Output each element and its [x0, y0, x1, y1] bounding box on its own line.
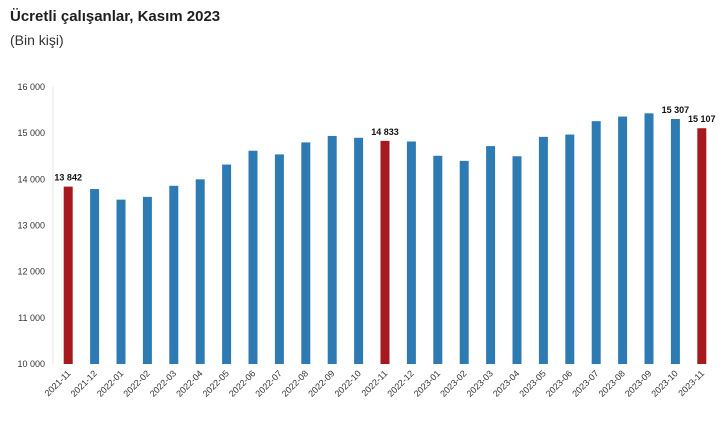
x-tick-label-2023-07: 2023-07 [570, 368, 600, 398]
x-tick-label-2022-12: 2022-12 [385, 368, 415, 398]
x-tick-label-2022-02: 2022-02 [121, 368, 151, 398]
chart-title: Ücretli çalışanlar, Kasım 2023 [10, 8, 221, 25]
x-tick-label-2022-04: 2022-04 [174, 368, 204, 398]
x-tick-label-2022-05: 2022-05 [201, 368, 231, 398]
x-tick-label-2023-04: 2023-04 [491, 368, 521, 398]
x-tick-label-2023-11: 2023-11 [676, 368, 706, 398]
bar-2023-01 [433, 155, 443, 364]
bar-2022-01 [116, 199, 126, 364]
data-label-2022-11: 14 833 [371, 127, 399, 137]
bars [63, 113, 707, 365]
y-tick-label: 16 000 [17, 82, 45, 92]
bar-2023-10 [670, 118, 680, 364]
bar-2023-11 [697, 128, 707, 364]
x-tick-label-2022-07: 2022-07 [253, 368, 283, 398]
bar-2022-06 [248, 150, 258, 364]
x-tick-label-2023-10: 2023-10 [649, 368, 679, 398]
x-tick-label-2022-09: 2022-09 [306, 368, 336, 398]
bar-2023-06 [565, 134, 575, 364]
x-tick-label-2023-03: 2023-03 [465, 368, 495, 398]
bar-2022-08 [301, 142, 311, 364]
x-tick-label-2023-09: 2023-09 [623, 368, 653, 398]
bar-2023-05 [538, 136, 548, 364]
bar-2021-12 [90, 189, 100, 364]
bar-2022-11 [380, 140, 390, 364]
x-tick-label-2023-06: 2023-06 [544, 368, 574, 398]
bar-2022-09 [327, 135, 337, 364]
data-label-2021-11: 13 842 [54, 173, 82, 183]
data-label-2023-10: 15 307 [662, 105, 690, 115]
bar-2023-07 [591, 121, 601, 364]
y-axis: 10 000 11 000 12 000 13 000 14 000 15 000 16 0… [17, 82, 54, 369]
x-tick-label-2023-08: 2023-08 [597, 368, 627, 398]
bar-2023-09 [644, 113, 654, 364]
x-tick-label-2022-08: 2022-08 [280, 368, 310, 398]
x-tick-label-2022-03: 2022-03 [148, 368, 178, 398]
x-tick-label-2023-01: 2023-01 [412, 368, 442, 398]
bar-2021-11 [63, 186, 73, 364]
chart-subtitle: (Bin kişi) [10, 32, 64, 48]
x-tick-label-2023-05: 2023-05 [517, 368, 547, 398]
bar-2023-04 [512, 156, 522, 364]
y-tick-label: 11 000 [18, 313, 45, 323]
y-tick-label: 13 000 [17, 221, 45, 231]
bar-2022-04 [195, 179, 205, 364]
x-tick-label-2022-10: 2022-10 [333, 368, 363, 398]
bar-2022-02 [142, 196, 152, 364]
bar-2022-03 [169, 185, 179, 364]
y-tick-label: 14 000 [17, 174, 45, 184]
x-tick-label-2021-11: 2021-11 [43, 368, 73, 398]
bar-2022-10 [354, 137, 364, 364]
bar-2023-02 [459, 160, 469, 364]
bar-2022-12 [406, 141, 416, 364]
y-tick-label: 15 000 [17, 128, 45, 138]
bar-2022-07 [274, 154, 284, 364]
x-tick-label-2023-02: 2023-02 [438, 368, 468, 398]
x-axis: 2021-112021-122022-012022-022022-032022-… [43, 368, 707, 398]
y-tick-label: 12 000 [17, 267, 45, 277]
x-tick-label-2022-11: 2022-11 [359, 368, 389, 398]
x-tick-label-2021-12: 2021-12 [69, 368, 99, 398]
data-label-2023-11: 15 107 [688, 114, 716, 124]
x-tick-label-2022-01: 2022-01 [95, 368, 125, 398]
y-tick-label: 10 000 [17, 359, 45, 369]
bar-2022-05 [222, 164, 232, 364]
x-tick-label-2022-06: 2022-06 [227, 368, 257, 398]
bar-2023-08 [618, 116, 628, 365]
bar-2023-03 [486, 146, 496, 364]
